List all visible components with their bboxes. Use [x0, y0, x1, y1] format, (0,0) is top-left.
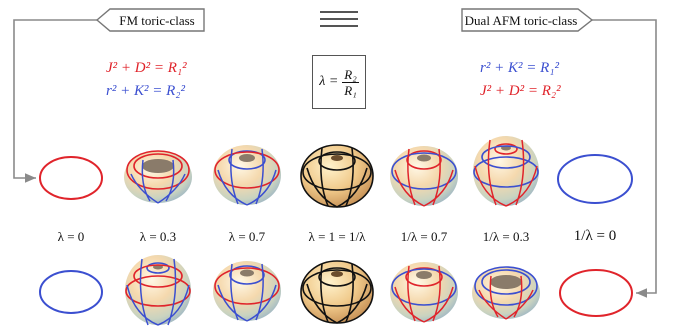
bottom-torus-inv-0.3: [472, 266, 540, 320]
dual-label-text: Dual AFM toric-class: [465, 13, 578, 28]
lambda-label-3: λ = 1 = 1/λ: [308, 229, 366, 244]
lambda-label-2: λ = 0.7: [228, 229, 266, 244]
top-torus-inv-0.3: [473, 136, 539, 207]
lambda-denominator: R₁: [344, 82, 357, 98]
dual-connector-line: [592, 19, 657, 298]
bottom-torus-lambda-0.3: [125, 255, 191, 326]
bottom-ring-lambda-0: [39, 270, 103, 314]
bottom-torus-inv-0.7: [390, 262, 458, 323]
bottom-torus-lambda-0.7: [213, 261, 281, 322]
lambda-label-1: λ = 0.3: [139, 229, 177, 244]
top-ring-inv-0: [557, 154, 633, 204]
fm-connector-line: [13, 19, 97, 183]
lambda-numerator: R₂: [342, 66, 359, 83]
bottom-ring-inv-0: [559, 269, 633, 317]
lambda-label-6: 1/λ = 0: [573, 228, 617, 244]
lambda-label-0: λ = 0: [57, 229, 85, 244]
fm-label-box: [95, 8, 205, 32]
equation-left-blue: r² + K² = R₂²: [106, 83, 185, 99]
top-torus-lambda-0.7: [213, 145, 281, 206]
top-ring-lambda-0: [39, 156, 103, 200]
equation-left-red: J² + D² = R₁²: [106, 60, 187, 76]
equation-right-red: J² + D² = R₂²: [480, 83, 561, 99]
equation-right-blue: r² + K² = R₁²: [480, 60, 559, 76]
lambda-lhs: λ =: [319, 74, 339, 89]
top-torus-inv-0.7: [390, 146, 458, 207]
top-torus-lambda-0.3: [124, 150, 192, 204]
bottom-torus-lambda-1: [300, 260, 374, 324]
dual-label-box: [461, 8, 594, 32]
equivalence-icon: [320, 11, 358, 27]
lambda-definition-box: λ = R₂ R₁: [312, 55, 366, 109]
lambda-label-5: 1/λ = 0.3: [482, 229, 530, 244]
top-torus-lambda-1: [300, 144, 374, 208]
fm-label-text: FM toric-class: [119, 13, 194, 28]
lambda-label-4: 1/λ = 0.7: [400, 229, 448, 244]
